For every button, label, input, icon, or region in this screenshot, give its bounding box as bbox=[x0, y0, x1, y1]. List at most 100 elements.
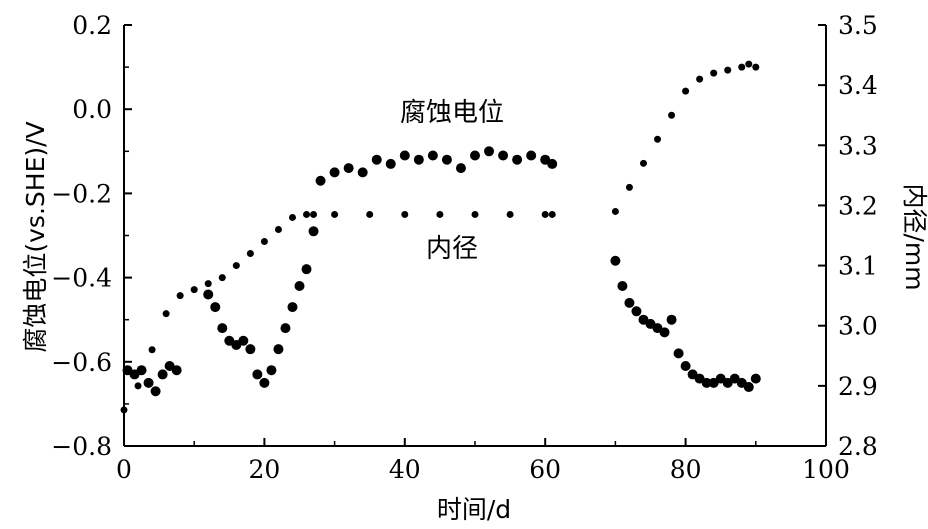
corrosion_potential-point bbox=[631, 306, 642, 317]
corrosion_potential-point bbox=[150, 386, 161, 397]
corrosion_potential-point bbox=[624, 297, 635, 308]
annotation-corrosion-potential: 腐蚀电位 bbox=[400, 98, 504, 128]
corrosion_potential-point bbox=[673, 348, 684, 359]
corrosion_potential-point bbox=[547, 158, 558, 169]
y-right-tick-label-6: 3.4 bbox=[838, 71, 878, 100]
inner_diameter-point bbox=[288, 213, 296, 221]
y-right-tick-label-7: 3.5 bbox=[838, 11, 878, 40]
corrosion_potential-point bbox=[157, 369, 168, 380]
corrosion_potential-point bbox=[136, 365, 147, 376]
corrosion_potential-point bbox=[399, 150, 410, 161]
x-axis-label: 时间/d bbox=[437, 495, 511, 524]
corrosion_potential-point bbox=[455, 163, 466, 174]
corrosion_potential-point bbox=[470, 150, 480, 161]
corrosion_potential-point bbox=[210, 302, 221, 313]
corrosion_potential-point bbox=[659, 327, 670, 338]
corrosion_potential-point bbox=[484, 146, 495, 157]
corrosion_potential-point bbox=[308, 226, 319, 237]
x-tick-label-0: 0 bbox=[116, 455, 132, 484]
y-right-tick-label-4: 3.2 bbox=[838, 191, 878, 220]
inner_diameter-point bbox=[120, 406, 128, 414]
inner_diameter-point bbox=[682, 87, 690, 95]
inner_diameter-point bbox=[162, 310, 170, 318]
series-inner_diameter bbox=[120, 60, 760, 414]
inner_diameter-point bbox=[506, 210, 514, 218]
x-tick-label-3: 60 bbox=[529, 455, 561, 484]
corrosion_potential-point bbox=[217, 323, 228, 334]
inner_diameter-point bbox=[204, 280, 212, 288]
inner_diameter-point bbox=[366, 210, 374, 218]
y-right-tick-label-0: 2.8 bbox=[838, 432, 878, 461]
inner_diameter-point bbox=[724, 66, 732, 74]
inner_diameter-point bbox=[548, 210, 556, 218]
corrosion_potential-point bbox=[171, 365, 182, 376]
x-tick-label-4: 80 bbox=[670, 455, 702, 484]
inner_diameter-point bbox=[246, 250, 254, 258]
inner_diameter-point bbox=[331, 210, 339, 218]
corrosion_potential-point bbox=[273, 344, 284, 355]
corrosion_potential-point bbox=[294, 281, 305, 292]
corrosion_potential-point bbox=[610, 255, 621, 266]
inner_diameter-point bbox=[668, 111, 676, 119]
x-tick-label-5: 100 bbox=[802, 455, 850, 484]
y-axis-label-left: 腐蚀电位(vs.SHE)/V bbox=[21, 121, 50, 352]
corrosion_potential-point bbox=[441, 154, 452, 165]
corrosion_potential-point bbox=[512, 154, 523, 165]
y-left-tick-label-1: −0.6 bbox=[51, 348, 112, 377]
corrosion_potential-point bbox=[357, 167, 368, 178]
inner_diameter-point bbox=[654, 135, 662, 143]
corrosion_potential-point bbox=[329, 167, 340, 178]
y-left-tick-label-5: 0.2 bbox=[72, 11, 112, 40]
y-axis-label-right: 内径/mm bbox=[900, 183, 928, 290]
inner_diameter-point bbox=[696, 75, 704, 83]
corrosion_potential-point bbox=[750, 373, 761, 384]
corrosion_potential-point bbox=[371, 154, 382, 165]
inner_diameter-point bbox=[611, 207, 619, 215]
corrosion_potential-point bbox=[498, 150, 509, 161]
corrosion_potential-point bbox=[526, 150, 537, 161]
y-right-tick-label-2: 3.0 bbox=[838, 312, 878, 341]
corrosion_potential-point bbox=[259, 377, 270, 388]
corrosion_potential-point bbox=[343, 163, 354, 174]
y-right-tick-label-3: 3.1 bbox=[838, 252, 878, 281]
corrosion_potential-point bbox=[315, 175, 326, 186]
plot-area bbox=[120, 60, 761, 414]
inner_diameter-point bbox=[218, 274, 226, 282]
corrosion_potential-point bbox=[252, 369, 263, 380]
corrosion_potential-point bbox=[238, 335, 249, 346]
corrosion_potential-point bbox=[427, 150, 438, 161]
corrosion_potential-point bbox=[287, 302, 298, 313]
corrosion_potential-point bbox=[385, 158, 396, 169]
inner_diameter-point bbox=[260, 238, 268, 246]
y-right-tick-label-1: 2.9 bbox=[838, 372, 878, 401]
y-left-tick-label-2: −0.4 bbox=[51, 264, 112, 293]
y-left-tick-label-3: −0.2 bbox=[51, 179, 112, 208]
inner_diameter-point bbox=[710, 69, 718, 77]
inner_diameter-point bbox=[541, 210, 549, 218]
corrosion_potential-point bbox=[680, 361, 691, 372]
inner_diameter-point bbox=[471, 210, 479, 218]
y-left-tick-label-4: 0.0 bbox=[72, 95, 112, 124]
inner_diameter-point bbox=[148, 346, 156, 354]
corrosion_potential-point bbox=[743, 382, 754, 393]
corrosion_potential-point bbox=[266, 365, 277, 376]
corrosion_potential-point bbox=[245, 344, 256, 355]
corrosion_potential-point bbox=[203, 289, 214, 300]
x-tick-label-2: 40 bbox=[389, 455, 421, 484]
series-corrosion_potential bbox=[122, 146, 761, 397]
corrosion_potential-point bbox=[666, 314, 677, 325]
inner_diameter-point bbox=[752, 63, 760, 71]
y-left-tick-label-0: −0.8 bbox=[51, 432, 112, 461]
inner_diameter-point bbox=[310, 210, 318, 218]
y-right-tick-label-5: 3.3 bbox=[838, 131, 878, 160]
inner_diameter-point bbox=[176, 292, 184, 300]
corrosion_potential-point bbox=[143, 377, 154, 388]
corrosion_potential-point bbox=[301, 264, 312, 275]
corrosion_potential-point bbox=[413, 154, 424, 165]
inner_diameter-point bbox=[232, 262, 240, 270]
inner_diameter-point bbox=[134, 382, 142, 390]
inner_diameter-point bbox=[274, 225, 282, 233]
inner_diameter-point bbox=[625, 183, 633, 191]
corrosion_potential-point bbox=[280, 323, 291, 334]
